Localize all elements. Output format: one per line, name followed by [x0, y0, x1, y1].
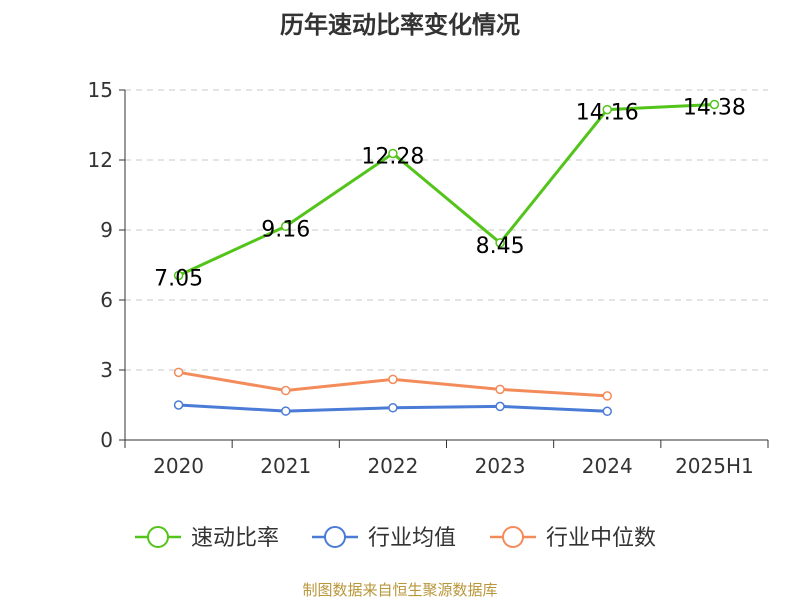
- data-label: 14.38: [683, 95, 746, 120]
- x-tick-label: 2022: [367, 454, 418, 478]
- x-tick-label: 2020: [153, 454, 204, 478]
- data-label: 8.45: [476, 234, 525, 259]
- y-tick-label: 0: [100, 428, 113, 452]
- legend: 速动比率 行业均值 行业中位数: [135, 526, 656, 551]
- chart-title: 历年速动比率变化情况: [280, 11, 520, 39]
- legend-marker: [147, 526, 169, 548]
- x-tick-label: 2024: [582, 454, 633, 478]
- data-point: [173, 367, 184, 378]
- legend-label: 速动比率: [191, 526, 279, 551]
- series-line: [177, 102, 715, 277]
- legend-label: 行业均值: [368, 526, 456, 551]
- data-point: [388, 374, 398, 385]
- legend-label: 行业中位数: [546, 526, 656, 551]
- source-note: 制图数据来自恒生聚源数据库: [302, 581, 497, 599]
- data-point: [281, 221, 291, 232]
- x-tick-label: 2025H1: [675, 454, 754, 478]
- data-label: 14.16: [576, 101, 639, 126]
- grid-lines: [125, 89, 768, 371]
- data-point: [495, 384, 505, 395]
- data-point: [602, 391, 612, 401]
- data-label: 7.05: [154, 267, 203, 292]
- x-tick-label: 2021: [260, 454, 311, 478]
- data-point: [173, 400, 184, 410]
- series-group: 7.05 9.16 12.28 8.45 14.16 14.38: [154, 95, 746, 417]
- data-label: 12.28: [361, 144, 424, 169]
- data-point: [495, 238, 505, 248]
- data-point: [388, 403, 398, 413]
- data-point: [173, 270, 184, 281]
- legend-marker: [324, 526, 346, 548]
- data-label: 9.16: [261, 217, 310, 242]
- y-tick-label: 3: [100, 358, 113, 382]
- data-point: [602, 406, 612, 417]
- y-tick-label: 6: [100, 288, 113, 312]
- data-point: [495, 401, 505, 412]
- y-tick-label: 15: [88, 78, 113, 102]
- data-point: [602, 104, 612, 115]
- data-point: [388, 148, 398, 159]
- data-point: [709, 99, 720, 110]
- legend-marker: [502, 526, 524, 548]
- x-tick-label: 2023: [475, 454, 526, 478]
- y-tick-label: 9: [100, 218, 113, 242]
- data-point: [281, 385, 291, 396]
- y-tick-label: 12: [88, 148, 113, 172]
- axes: 0 3 6 9 12 15 2020 2021 2022 2023 2024 2025H1: [88, 78, 769, 478]
- data-point: [281, 406, 291, 416]
